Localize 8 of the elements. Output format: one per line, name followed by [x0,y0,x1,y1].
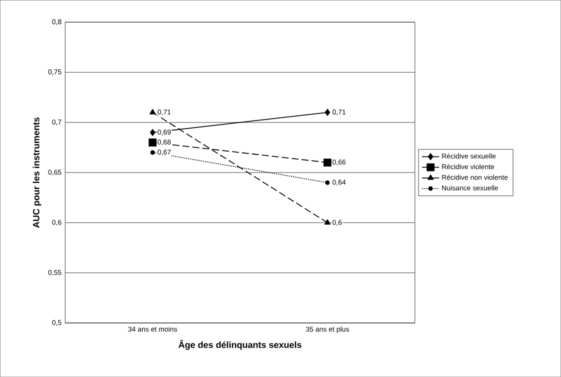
point [325,180,330,185]
point [324,108,330,116]
point [150,150,155,155]
y-axis-title: AUC pour les instruments [32,117,42,228]
x-axis-title: Âge des délinquants sexuels [178,340,302,350]
point [324,158,332,166]
point [148,138,157,146]
point [150,128,156,136]
